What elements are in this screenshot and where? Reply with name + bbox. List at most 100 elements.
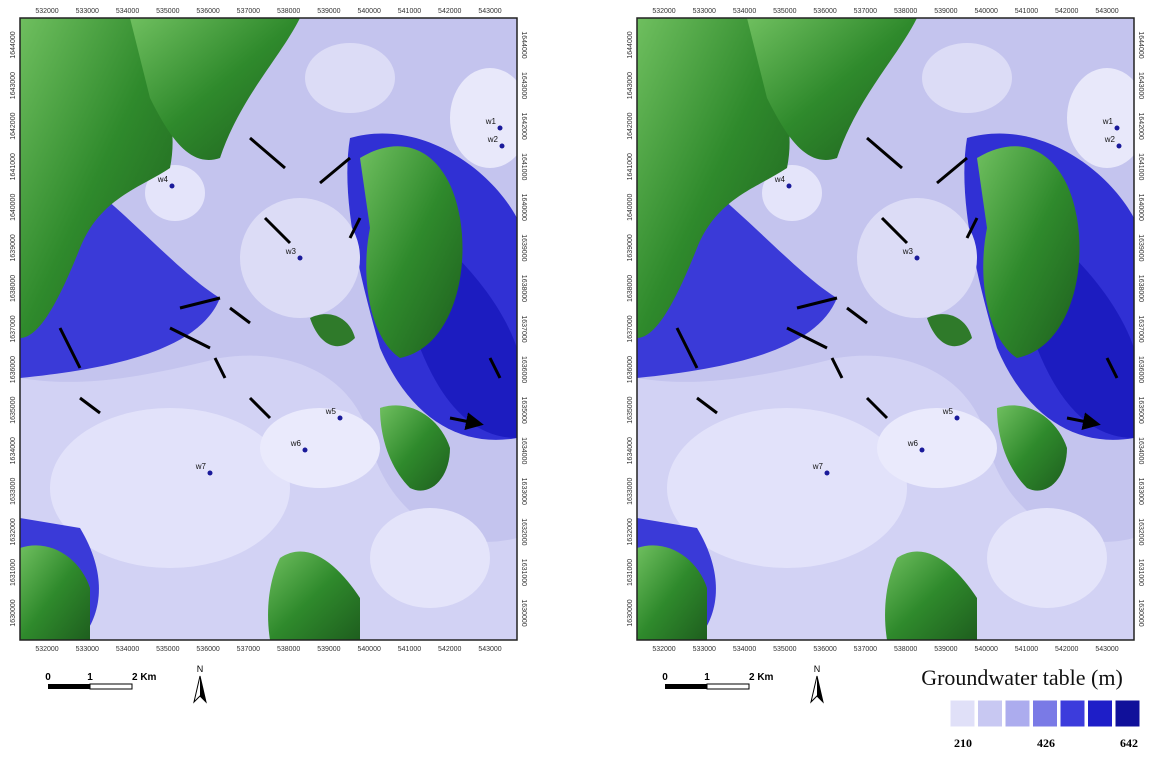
y-tick-label-right: 1640000 bbox=[520, 194, 527, 221]
x-tick-label-top: 542000 bbox=[438, 8, 461, 15]
y-tick-label-left: 1640000 bbox=[10, 194, 17, 221]
x-tick-label-bottom: 540000 bbox=[975, 646, 998, 653]
y-tick-label-left: 1644000 bbox=[10, 31, 17, 58]
y-tick-label-right: 1631000 bbox=[520, 559, 527, 586]
scale-bar-label: 2 Km bbox=[749, 672, 774, 683]
scale-bar-segment bbox=[665, 684, 707, 689]
x-tick-label-bottom: 541000 bbox=[1015, 646, 1038, 653]
well-label: w4 bbox=[774, 175, 786, 184]
x-tick-label-top: 532000 bbox=[652, 8, 675, 15]
scale-bar: 0 1 2 Km bbox=[662, 672, 773, 689]
x-tick-label-bottom: 536000 bbox=[196, 646, 219, 653]
y-tick-label-left: 1636000 bbox=[627, 356, 634, 383]
y-tick-label-left: 1635000 bbox=[627, 396, 634, 423]
x-tick-label-top: 534000 bbox=[116, 8, 139, 15]
x-tick-label-top: 537000 bbox=[237, 8, 260, 15]
well-point bbox=[170, 184, 175, 189]
y-tick-label-right: 1641000 bbox=[520, 153, 527, 180]
well-label: w1 bbox=[485, 117, 497, 126]
well-label: w3 bbox=[285, 247, 297, 256]
y-tick-label-right: 1637000 bbox=[1137, 315, 1144, 342]
x-tick-label-bottom: 533000 bbox=[76, 646, 99, 653]
x-tick-label-bottom: 541000 bbox=[398, 646, 421, 653]
scale-bar-label: 2 Km bbox=[132, 672, 157, 683]
y-tick-label-left: 1637000 bbox=[627, 315, 634, 342]
y-tick-label-left: 1630000 bbox=[10, 599, 17, 626]
y-tick-label-left: 1633000 bbox=[10, 478, 17, 505]
y-tick-label-left: 1635000 bbox=[10, 396, 17, 423]
x-tick-label-top: 539000 bbox=[934, 8, 957, 15]
x-tick-label-top: 533000 bbox=[693, 8, 716, 15]
y-tick-label-left: 1643000 bbox=[10, 72, 17, 99]
legend: Groundwater table (m) 210 426 642 bbox=[921, 665, 1140, 750]
y-tick-label-right: 1640000 bbox=[1137, 194, 1144, 221]
y-tick-label-right: 1638000 bbox=[520, 275, 527, 302]
y-tick-label-right: 1630000 bbox=[520, 599, 527, 626]
scale-bar-segment bbox=[48, 684, 90, 689]
x-tick-label-top: 543000 bbox=[478, 8, 501, 15]
y-tick-label-right: 1635000 bbox=[1137, 397, 1144, 424]
x-tick-label-top: 534000 bbox=[733, 8, 756, 15]
well-label: w6 bbox=[290, 439, 302, 448]
x-tick-label-bottom: 538000 bbox=[894, 646, 917, 653]
north-label: N bbox=[197, 664, 204, 674]
well-point bbox=[298, 256, 303, 261]
x-tick-label-bottom: 543000 bbox=[478, 646, 501, 653]
y-tick-label-left: 1638000 bbox=[10, 275, 17, 302]
y-tick-label-left: 1632000 bbox=[627, 518, 634, 545]
legend-title: Groundwater table (m) bbox=[921, 665, 1123, 690]
y-tick-label-left: 1630000 bbox=[627, 599, 634, 626]
x-tick-label-top: 536000 bbox=[813, 8, 836, 15]
well-point bbox=[787, 184, 792, 189]
y-tick-label-left: 1632000 bbox=[10, 518, 17, 545]
well-label: w2 bbox=[1104, 135, 1116, 144]
x-tick-label-top: 538000 bbox=[894, 8, 917, 15]
scale-bar-label: 1 bbox=[704, 672, 710, 683]
y-tick-label-left: 1642000 bbox=[627, 112, 634, 139]
north-label: N bbox=[814, 664, 821, 674]
y-tick-label-right: 1644000 bbox=[520, 31, 527, 58]
y-tick-label-right: 1639000 bbox=[520, 234, 527, 261]
y-tick-label-left: 1638000 bbox=[627, 275, 634, 302]
well-point bbox=[498, 126, 503, 131]
y-tick-label-right: 1642000 bbox=[1137, 113, 1144, 140]
y-tick-label-left: 1633000 bbox=[627, 478, 634, 505]
scale-bar-label: 0 bbox=[662, 672, 668, 683]
well-label: w6 bbox=[907, 439, 919, 448]
y-tick-label-right: 1643000 bbox=[1137, 72, 1144, 99]
legend-label: 210 bbox=[954, 736, 972, 750]
y-tick-label-right: 1634000 bbox=[520, 437, 527, 464]
y-tick-label-left: 1643000 bbox=[627, 72, 634, 99]
well-label: w7 bbox=[195, 462, 207, 471]
x-tick-label-bottom: 543000 bbox=[1095, 646, 1118, 653]
y-tick-label-right: 1630000 bbox=[1137, 599, 1144, 626]
figure: 5320005320005330005330005340005340005350… bbox=[0, 0, 1155, 753]
well-point bbox=[1115, 126, 1120, 131]
well-label: w5 bbox=[325, 407, 337, 416]
legend-swatch bbox=[1060, 700, 1085, 727]
north-arrow: N bbox=[194, 664, 206, 702]
y-tick-label-right: 1633000 bbox=[1137, 478, 1144, 505]
y-tick-label-left: 1639000 bbox=[10, 234, 17, 261]
legend-label: 642 bbox=[1120, 736, 1138, 750]
scale-bar-label: 0 bbox=[45, 672, 51, 683]
y-tick-label-right: 1631000 bbox=[1137, 559, 1144, 586]
x-tick-label-bottom: 535000 bbox=[156, 646, 179, 653]
legend-label: 426 bbox=[1037, 736, 1055, 750]
x-tick-label-bottom: 542000 bbox=[438, 646, 461, 653]
x-tick-label-top: 543000 bbox=[1095, 8, 1118, 15]
legend-swatch bbox=[1033, 700, 1058, 727]
x-tick-label-top: 540000 bbox=[975, 8, 998, 15]
y-tick-label-right: 1644000 bbox=[1137, 31, 1144, 58]
y-tick-label-right: 1634000 bbox=[1137, 437, 1144, 464]
y-tick-label-right: 1633000 bbox=[520, 478, 527, 505]
well-point bbox=[303, 448, 308, 453]
legend-swatch bbox=[1005, 700, 1030, 727]
x-tick-label-bottom: 539000 bbox=[934, 646, 957, 653]
x-tick-label-top: 541000 bbox=[1015, 8, 1038, 15]
y-tick-label-right: 1637000 bbox=[520, 315, 527, 342]
well-point bbox=[1117, 144, 1122, 149]
x-tick-label-top: 540000 bbox=[358, 8, 381, 15]
well-point bbox=[915, 256, 920, 261]
